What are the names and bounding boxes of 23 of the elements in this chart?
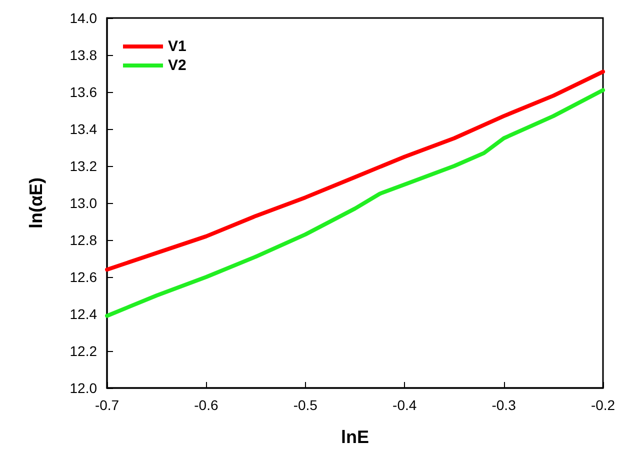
y-tick-label: 12.0 <box>70 380 98 396</box>
line-series <box>105 88 605 318</box>
y-tick-label: 12.6 <box>70 269 98 285</box>
legend-label: V1 <box>168 38 186 55</box>
x-tick-label: -0.3 <box>492 397 516 413</box>
x-tick-label: -0.4 <box>392 397 417 413</box>
x-tick-label: -0.5 <box>293 397 318 413</box>
y-tick-label: 12.4 <box>70 306 98 322</box>
y-tick-label: 13.6 <box>70 84 98 100</box>
y-tick-label: 13.8 <box>70 47 98 63</box>
y-tick-label: 12.8 <box>70 232 98 248</box>
y-tick-label: 13.2 <box>70 158 98 174</box>
x-tick-label: -0.2 <box>590 397 616 413</box>
line-series <box>105 70 605 272</box>
y-axis-title: ln(αE) <box>26 177 46 229</box>
x-axis-title: lnE <box>340 427 370 447</box>
legend-label: V2 <box>168 57 186 74</box>
y-tick-label: 14.0 <box>70 10 98 26</box>
y-tick-label: 12.2 <box>70 343 98 359</box>
x-tick-label: -0.7 <box>94 397 120 413</box>
y-tick-label: 13.4 <box>70 121 98 137</box>
x-tick-label: -0.6 <box>194 397 218 413</box>
y-tick-label: 13.0 <box>70 195 98 211</box>
